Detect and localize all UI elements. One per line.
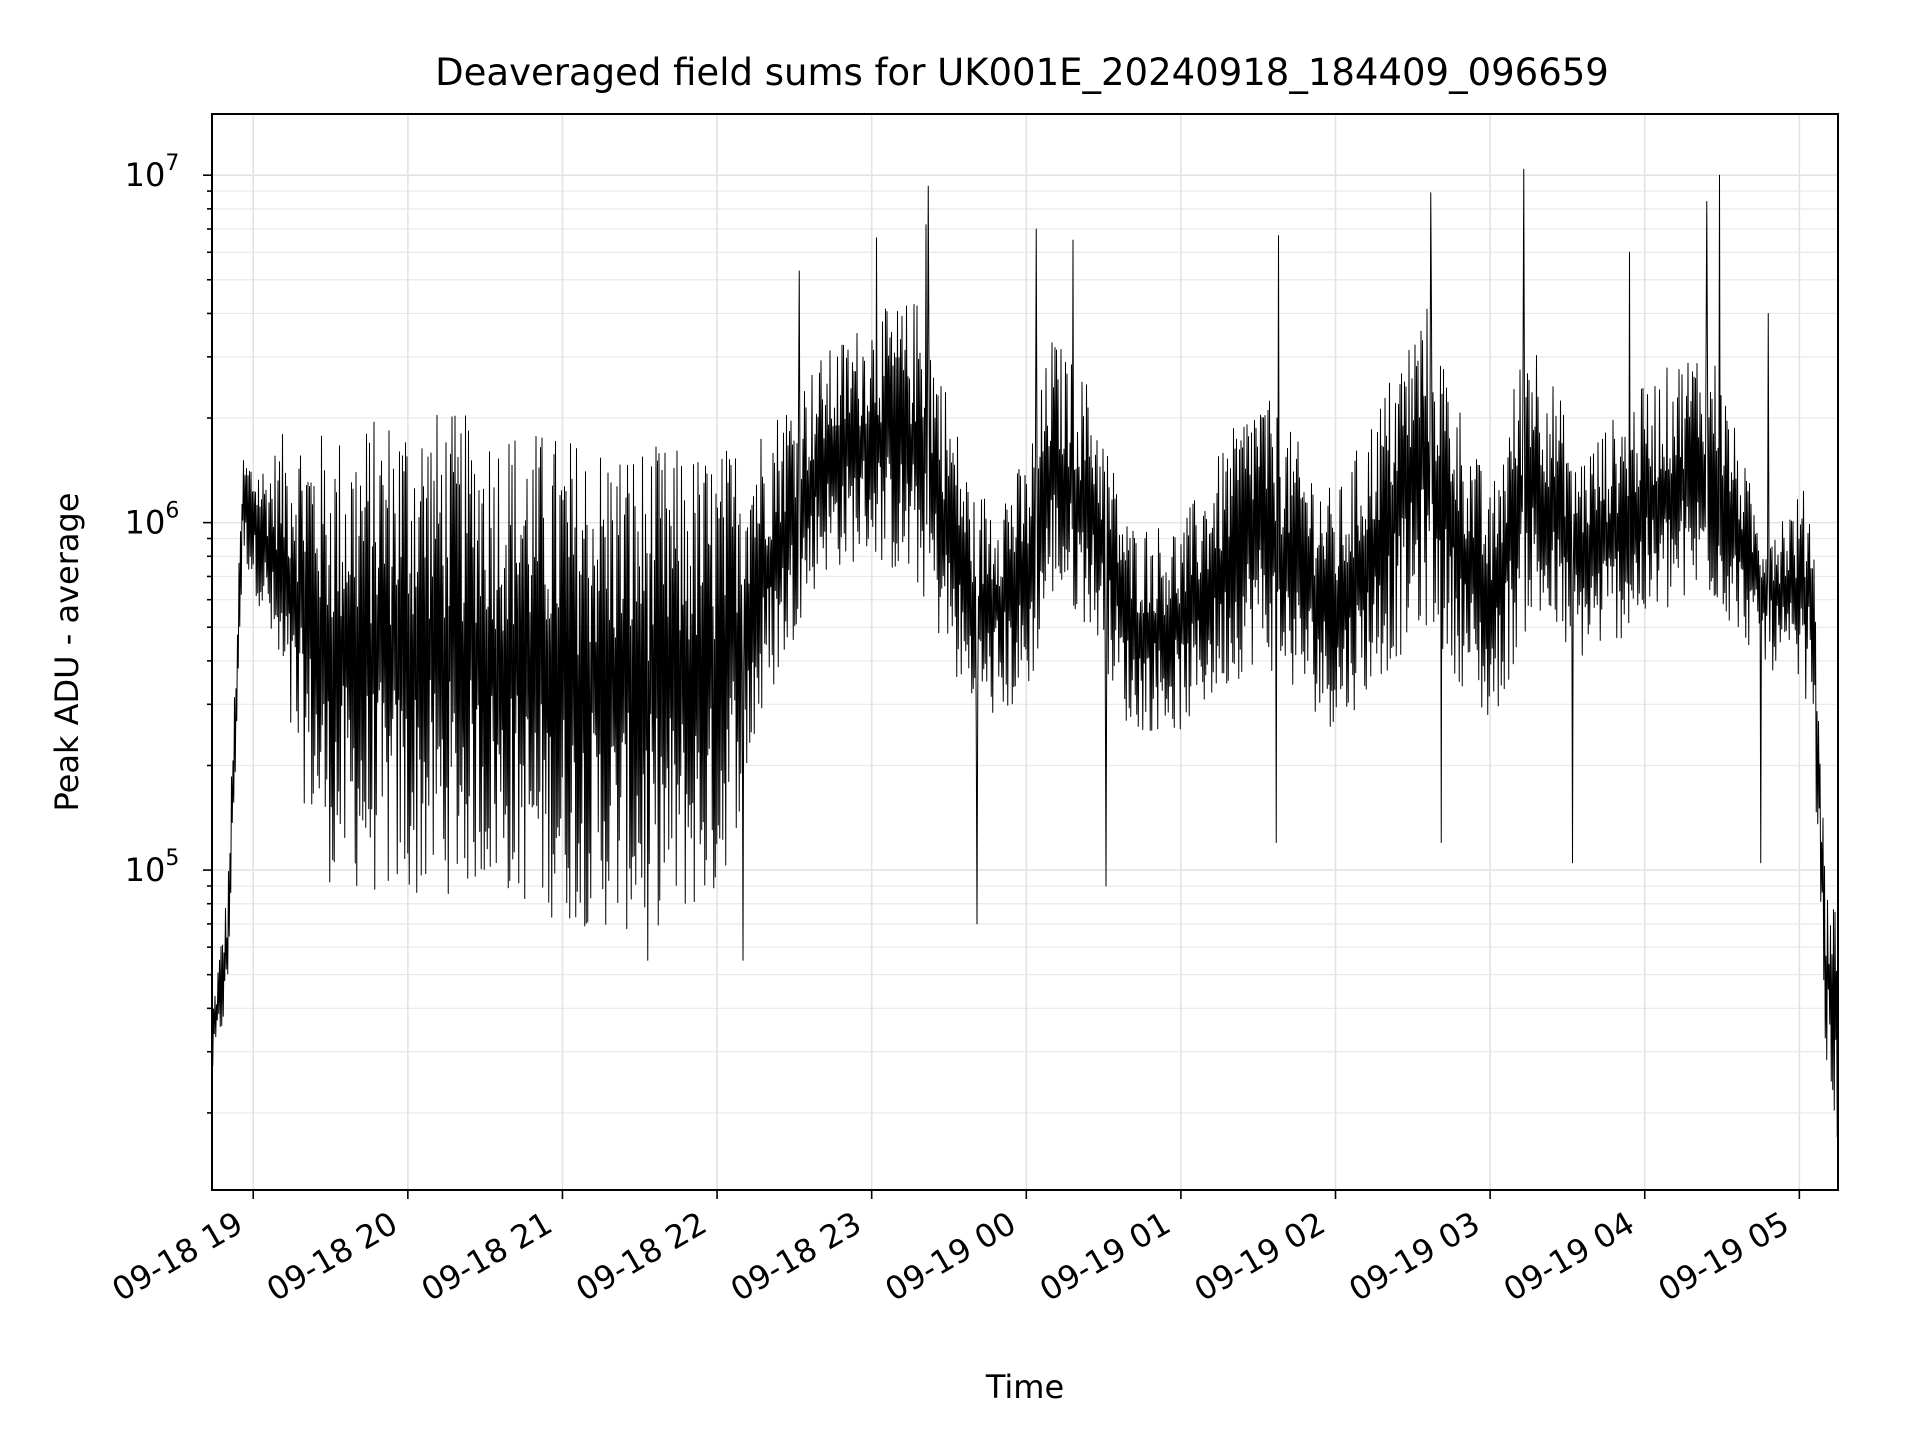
x-axis-label: Time	[985, 1368, 1064, 1406]
chart-title: Deaveraged field sums for UK001E_2024091…	[435, 51, 1609, 94]
y-tick-label: 105	[125, 846, 180, 889]
y-tick-label: 107	[125, 151, 180, 194]
y-axis: 105 106 107	[125, 151, 212, 1114]
y-tick-label: 106	[125, 499, 180, 542]
plot-frame	[211, 113, 1839, 1191]
series-layer	[211, 168, 1839, 1138]
y-axis-label: Peak ADU - average	[48, 493, 86, 812]
series-line	[211, 168, 1839, 1138]
